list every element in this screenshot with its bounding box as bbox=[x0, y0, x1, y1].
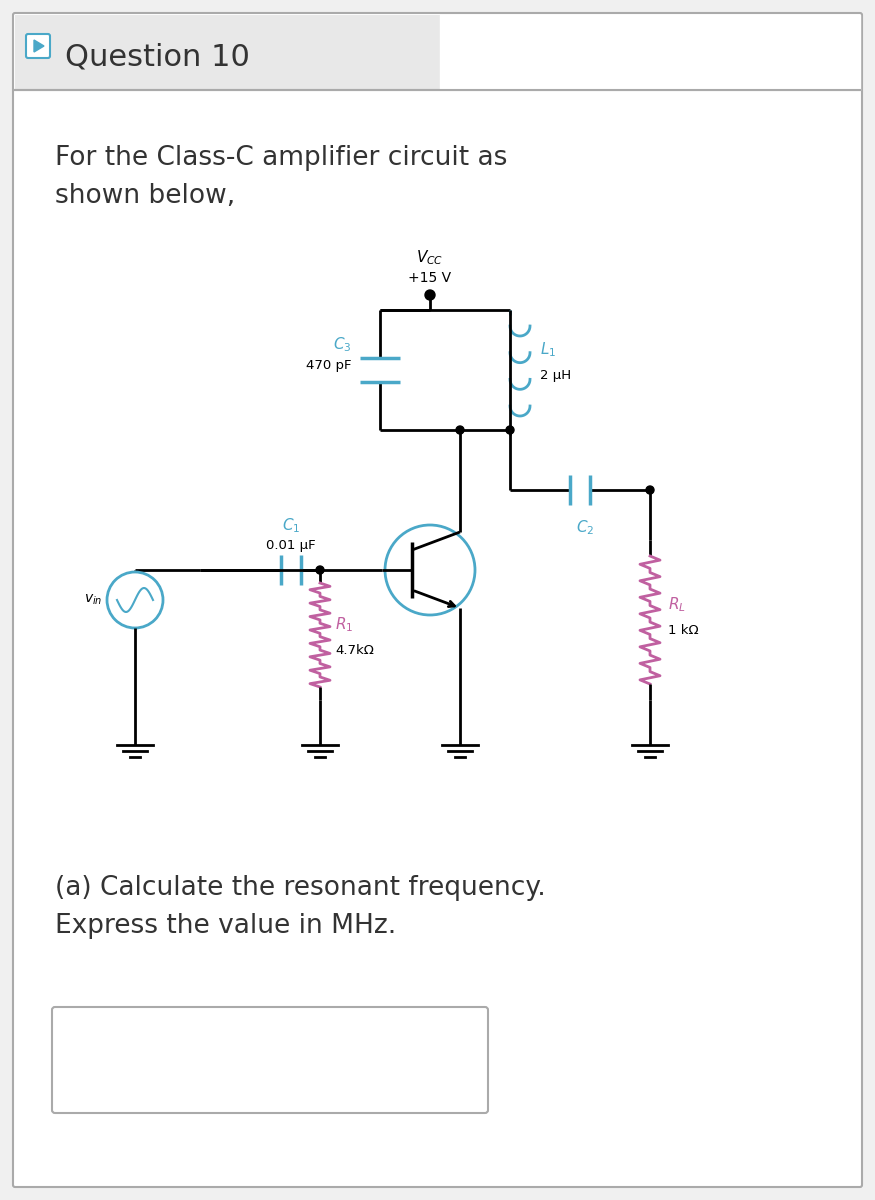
Text: For the Class-C amplifier circuit as
shown below,: For the Class-C amplifier circuit as sho… bbox=[55, 145, 507, 209]
Circle shape bbox=[385, 526, 475, 614]
Text: $C_2$: $C_2$ bbox=[576, 518, 594, 536]
FancyBboxPatch shape bbox=[26, 34, 50, 58]
Text: 2 μH: 2 μH bbox=[540, 368, 571, 382]
Circle shape bbox=[425, 290, 435, 300]
Text: (a) Calculate the resonant frequency.
Express the value in MHz.: (a) Calculate the resonant frequency. Ex… bbox=[55, 875, 546, 938]
Text: $C_3$: $C_3$ bbox=[333, 336, 352, 354]
Text: $v_{in}$: $v_{in}$ bbox=[84, 593, 102, 607]
Text: +15 V: +15 V bbox=[409, 271, 452, 284]
FancyBboxPatch shape bbox=[15, 14, 860, 90]
Circle shape bbox=[646, 486, 654, 494]
Circle shape bbox=[316, 566, 324, 574]
Text: $R_1$: $R_1$ bbox=[335, 616, 354, 635]
Text: $R_L$: $R_L$ bbox=[668, 595, 686, 614]
Text: $L_1$: $L_1$ bbox=[540, 341, 556, 359]
Circle shape bbox=[107, 572, 163, 628]
Text: $V_{CC}$: $V_{CC}$ bbox=[416, 248, 444, 266]
Text: Question 10: Question 10 bbox=[65, 42, 250, 72]
Polygon shape bbox=[34, 40, 44, 52]
Circle shape bbox=[506, 426, 514, 434]
Text: 4.7kΩ: 4.7kΩ bbox=[335, 643, 374, 656]
Text: 1 kΩ: 1 kΩ bbox=[668, 624, 698, 636]
Text: $C_1$: $C_1$ bbox=[282, 516, 300, 535]
FancyBboxPatch shape bbox=[13, 13, 862, 1187]
Text: 470 pF: 470 pF bbox=[306, 359, 352, 372]
FancyBboxPatch shape bbox=[52, 1007, 488, 1114]
Circle shape bbox=[456, 426, 464, 434]
Text: 0.01 μF: 0.01 μF bbox=[266, 539, 316, 552]
